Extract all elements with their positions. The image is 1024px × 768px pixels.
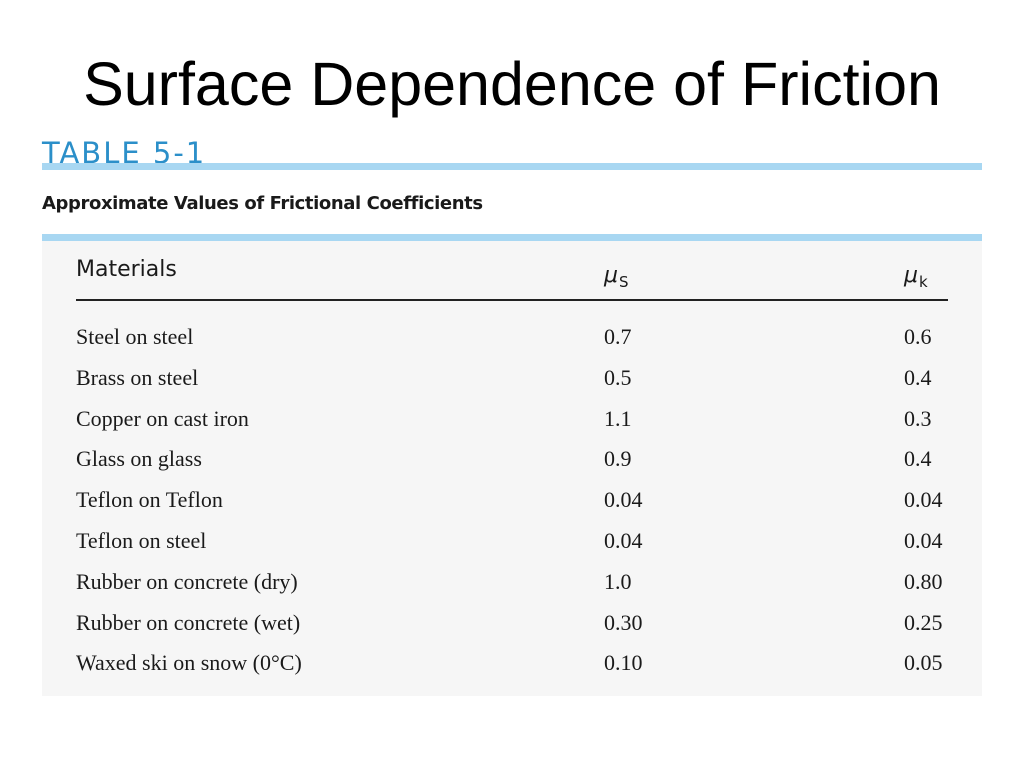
kinetic-coefficient-cell: 0.04 (904, 527, 943, 553)
static-coefficient-cell: 0.04 (604, 487, 643, 513)
kinetic-coefficient-cell: 0.6 (904, 324, 932, 349)
static-coefficient-cell: 0.5 (604, 364, 632, 390)
header-materials: Materials (76, 257, 177, 282)
material-cell: Rubber on concrete (dry) (76, 568, 298, 594)
table-caption-rule (42, 234, 982, 241)
table-row: Rubber on concrete (dry) 1.0 0.80 (76, 566, 948, 607)
table-row: Teflon on steel 0.04 0.04 (76, 525, 948, 566)
kinetic-coefficient-cell: 0.80 (904, 568, 943, 594)
table-header-row: Materials μS μk (76, 253, 948, 301)
slide-title: Surface Dependence of Friction (83, 50, 941, 118)
static-coefficient-cell: 0.04 (604, 527, 643, 553)
static-coefficient-cell: 0.9 (604, 446, 632, 472)
header-underline (76, 299, 948, 301)
material-cell: Steel on steel (76, 324, 194, 349)
table-row: Rubber on concrete (wet) 0.30 0.25 (76, 607, 948, 648)
mu-symbol: μ (904, 263, 918, 288)
static-coefficient-cell: 1.0 (604, 568, 632, 594)
kinetic-coefficient-cell: 0.04 (904, 487, 943, 513)
material-cell: Teflon on steel (76, 527, 207, 553)
table-rows: Steel on steel 0.7 0.6 Brass on steel 0.… (76, 321, 948, 688)
kinetic-coefficient-cell: 0.25 (904, 609, 943, 635)
static-coefficient-cell: 0.30 (604, 609, 643, 635)
material-cell: Teflon on Teflon (76, 487, 223, 513)
material-cell: Waxed ski on snow (0°C) (76, 650, 302, 676)
table-row: Waxed ski on snow (0°C) 0.10 0.05 (76, 647, 948, 688)
material-cell: Brass on steel (76, 364, 199, 390)
kinetic-coefficient-cell: 0.05 (904, 650, 943, 676)
table-caption: Approximate Values of Frictional Coeffic… (42, 193, 483, 214)
table-row: Copper on cast iron 1.1 0.3 (76, 403, 948, 444)
header-kinetic-coefficient: μk (904, 259, 928, 294)
table-figure: TABLE 5-1 Approximate Values of Friction… (42, 136, 982, 696)
table-row: Glass on glass 0.9 0.4 (76, 443, 948, 484)
material-cell: Rubber on concrete (wet) (76, 609, 301, 635)
kinetic-coefficient-cell: 0.4 (904, 446, 932, 472)
static-coefficient-cell: 0.7 (604, 324, 632, 349)
header-static-coefficient: μS (604, 259, 629, 294)
table-row: Teflon on Teflon 0.04 0.04 (76, 484, 948, 525)
static-coefficient-cell: 1.1 (604, 405, 632, 431)
kinetic-coefficient-cell: 0.3 (904, 405, 932, 431)
subscript-s: S (619, 273, 629, 291)
table-body-panel: Materials μS μk Steel on steel 0.7 0.6 B… (42, 241, 982, 696)
material-cell: Glass on glass (76, 446, 202, 472)
table-top-rule (42, 163, 982, 170)
table-row: Brass on steel 0.5 0.4 (76, 362, 948, 403)
material-cell: Copper on cast iron (76, 405, 249, 431)
kinetic-coefficient-cell: 0.4 (904, 364, 932, 390)
subscript-k: k (919, 273, 928, 291)
table-row: Steel on steel 0.7 0.6 (76, 321, 948, 362)
mu-symbol: μ (604, 263, 618, 288)
static-coefficient-cell: 0.10 (604, 650, 643, 676)
